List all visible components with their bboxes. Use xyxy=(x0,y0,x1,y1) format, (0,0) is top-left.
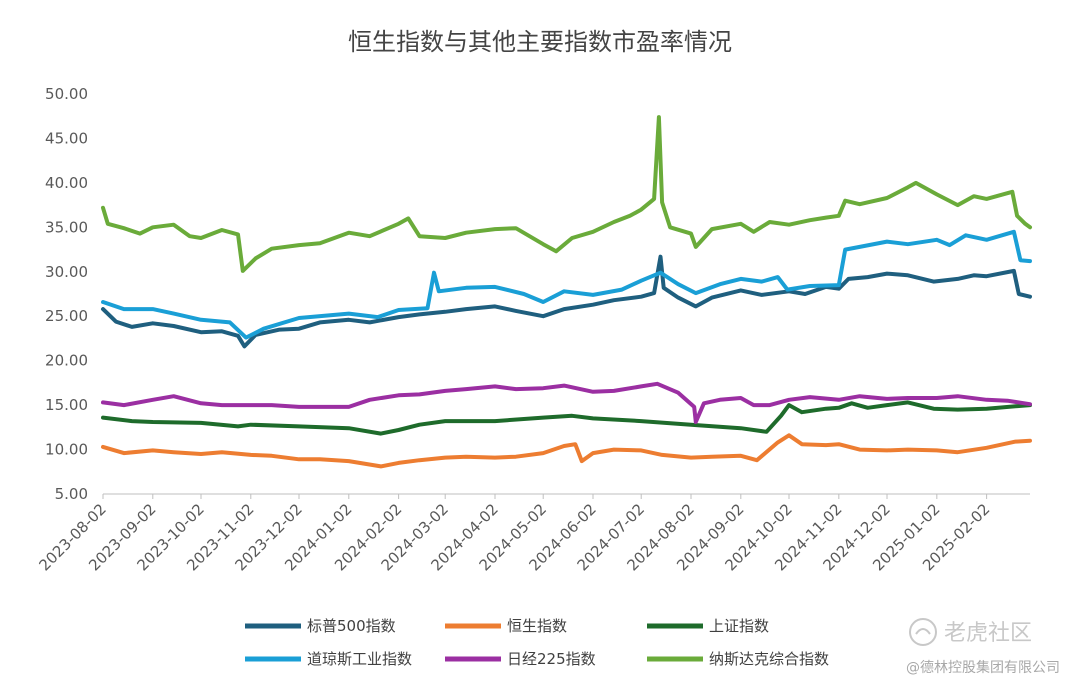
watermark-brand: 老虎社区 xyxy=(944,621,1032,646)
y-tick-label: 10.00 xyxy=(45,441,88,459)
tiger-logo-icon xyxy=(909,618,937,646)
y-tick-label: 45.00 xyxy=(45,129,88,147)
y-tick-label: 25.00 xyxy=(45,307,88,325)
series-line-3 xyxy=(101,400,1032,436)
legend-label: 标普500指数 xyxy=(307,617,396,635)
series-line-1 xyxy=(101,254,1032,349)
legend-label: 纳斯达克综合指数 xyxy=(709,650,829,668)
series-line-6 xyxy=(101,115,1032,273)
legend-label: 道琼斯工业指数 xyxy=(307,650,412,668)
series-layer xyxy=(101,115,1032,469)
series-line-5 xyxy=(101,381,1032,424)
legend-label: 上证指数 xyxy=(709,617,769,635)
y-tick-label: 40.00 xyxy=(45,174,88,192)
y-tick-label: 50.00 xyxy=(45,85,88,103)
watermark-handle: @德林控股集团有限公司 xyxy=(906,659,1060,676)
y-tick-label: 5.00 xyxy=(55,485,88,503)
y-tick-label: 15.00 xyxy=(45,396,88,414)
series-line-4 xyxy=(101,229,1032,340)
y-tick-label: 30.00 xyxy=(45,263,88,281)
y-tick-label: 35.00 xyxy=(45,218,88,236)
chart-title: 恒生指数与其他主要指数市盈率情况 xyxy=(348,28,732,56)
legend-label: 恒生指数 xyxy=(507,617,567,635)
legend-label: 日经225指数 xyxy=(507,650,596,668)
series-line-2 xyxy=(101,433,1032,469)
y-tick-label: 20.00 xyxy=(45,352,88,370)
watermark: 老虎社区 @德林控股集团有限公司 xyxy=(906,618,1060,676)
